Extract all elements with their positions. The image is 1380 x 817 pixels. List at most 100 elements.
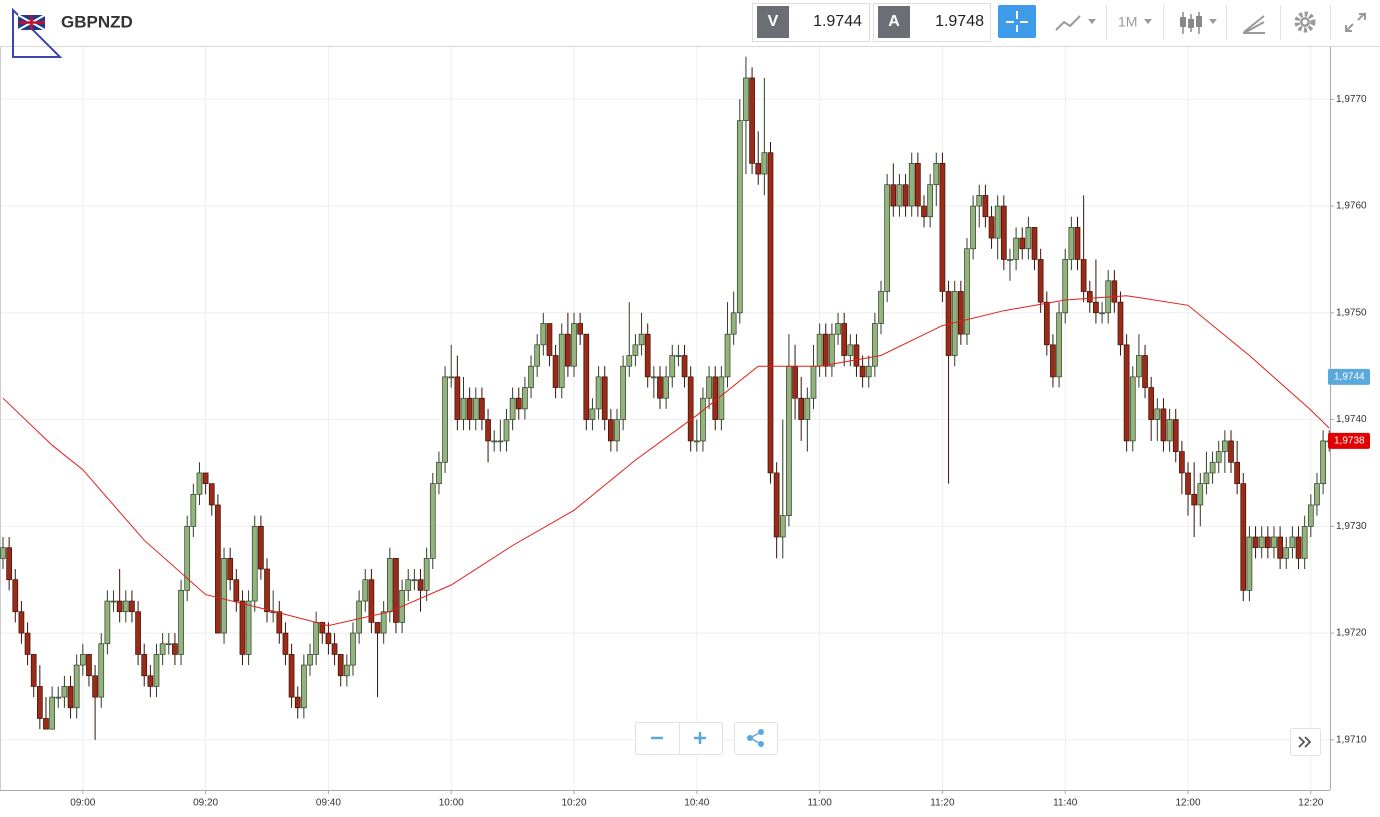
candle-body (755, 163, 762, 175)
candle-body (675, 355, 682, 357)
candle-body (1093, 301, 1099, 314)
candle-body (98, 643, 105, 698)
candles-icon (1196, 16, 1202, 27)
candle-body (835, 323, 841, 335)
flag-cross (18, 15, 45, 30)
x-tick-label: 10:40 (684, 798, 709, 809)
draw-icon[interactable] (1243, 15, 1265, 34)
share-button[interactable] (734, 722, 778, 755)
candle-body (1172, 419, 1179, 452)
corner-mark (12, 7, 63, 58)
candle-body (669, 355, 676, 378)
scroll-end-button[interactable] (1290, 728, 1321, 756)
candle-body (233, 579, 240, 602)
candle-body (865, 365, 872, 378)
candle-body (522, 387, 528, 410)
candle-body (374, 622, 381, 634)
candle-body (141, 654, 148, 677)
y-tick-label: 1,9710 (1336, 734, 1367, 745)
candle-body (829, 333, 835, 367)
candle-body (841, 323, 848, 356)
candle-body (172, 643, 178, 655)
x-tick-label: 10:20 (562, 798, 587, 809)
candle-body (0, 547, 6, 559)
candle-body (620, 365, 626, 420)
candle-body (36, 686, 43, 719)
candle-body (644, 333, 651, 378)
candle-body (386, 557, 393, 613)
chart-type-icon[interactable] (1055, 15, 1081, 31)
candle-body (1271, 536, 1277, 549)
timeframe[interactable]: 1M (1118, 14, 1137, 30)
candle-body (165, 643, 172, 646)
candle-body (792, 365, 798, 399)
candle-body (804, 397, 811, 420)
candle-body (632, 344, 639, 356)
x-tick-label: 11:00 (807, 798, 832, 809)
buy-price: 1.9748 (935, 13, 984, 30)
candle-body (847, 344, 854, 356)
candle-body (448, 376, 455, 379)
price-tag (1328, 432, 1370, 449)
candle-body (1283, 547, 1290, 559)
candle-body (497, 440, 504, 443)
candle-body (859, 365, 866, 378)
candle-body (159, 643, 166, 655)
dropdown-arrow (1088, 19, 1096, 24)
plot: 1,9744 1,9738 (0, 56, 1370, 740)
candle-body (528, 365, 534, 388)
candle-body (251, 525, 258, 602)
candle-body (12, 579, 19, 613)
x-tick-label: 09:00 (70, 798, 95, 809)
symbol: GBPNZD (61, 12, 133, 31)
zoom-in-button[interactable] (694, 732, 706, 744)
candle-body (816, 333, 823, 367)
candle-body (767, 152, 774, 474)
x-tick-label: 09:40 (316, 798, 341, 809)
candle-body (55, 696, 62, 699)
candle-body (380, 611, 387, 634)
candle-body (319, 622, 326, 634)
candle-body (515, 397, 522, 410)
candle-body (534, 344, 541, 367)
candle-body (540, 323, 547, 346)
candle-body (608, 419, 614, 442)
crosshair-button[interactable] (998, 5, 1036, 38)
x-tick-label: 09:20 (193, 798, 218, 809)
candle-body (1111, 280, 1118, 303)
price-tag (1328, 368, 1370, 385)
candle-body (104, 600, 111, 645)
candle-body (1142, 355, 1148, 388)
candle-body (313, 622, 319, 655)
candle-body (43, 718, 49, 730)
candle-body (1203, 472, 1210, 484)
candle-body (853, 344, 860, 367)
header-bar (0, 0, 1380, 46)
candle-body (786, 365, 792, 516)
candle-body (798, 397, 805, 420)
candle-body (405, 579, 412, 591)
candle-body (976, 195, 983, 207)
candle-body (86, 654, 92, 677)
candle-body (712, 376, 719, 420)
y-tick-label: 1,9740 (1336, 414, 1367, 425)
candle-body (964, 248, 970, 335)
candle-body (1050, 344, 1056, 378)
candle-body (6, 547, 12, 581)
y-tick-label: 1,9750 (1336, 307, 1367, 318)
candle-body (331, 643, 338, 655)
candle-body (896, 184, 903, 207)
settings-icon[interactable] (1294, 11, 1316, 33)
candle-body (325, 632, 332, 645)
candle-body (1301, 525, 1308, 559)
buy-label-box (878, 6, 910, 38)
candle-body (1000, 205, 1007, 260)
candle-body (1215, 451, 1222, 463)
candle-body (749, 77, 755, 164)
candle-body (245, 600, 252, 655)
candle-body (184, 525, 191, 591)
candle-body (485, 419, 491, 442)
collapse-icon[interactable] (1345, 12, 1366, 32)
scroll-end-icon (1298, 736, 1312, 748)
candle-body (872, 323, 878, 367)
